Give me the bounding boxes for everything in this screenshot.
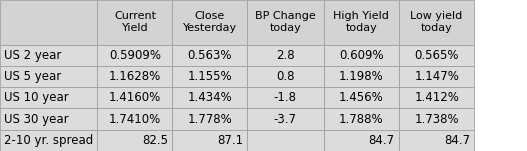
Text: 0.5909%: 0.5909% <box>109 49 161 62</box>
Text: US 10 year: US 10 year <box>4 91 69 104</box>
Bar <box>172 108 247 130</box>
Text: US 5 year: US 5 year <box>4 70 62 83</box>
Bar <box>172 45 247 66</box>
Bar <box>0 45 97 66</box>
Text: 1.1628%: 1.1628% <box>109 70 161 83</box>
Text: 82.5: 82.5 <box>142 134 168 147</box>
Text: High Yield
today: High Yield today <box>333 11 389 33</box>
Bar <box>324 87 399 108</box>
Text: 84.7: 84.7 <box>368 134 395 147</box>
Bar <box>0 130 97 151</box>
Text: 1.7410%: 1.7410% <box>109 112 161 126</box>
Bar <box>0 0 97 45</box>
Text: 0.563%: 0.563% <box>188 49 232 62</box>
Text: 1.198%: 1.198% <box>339 70 384 83</box>
Text: 1.738%: 1.738% <box>414 112 459 126</box>
Text: 1.788%: 1.788% <box>339 112 384 126</box>
Bar <box>324 130 399 151</box>
Text: 1.434%: 1.434% <box>188 91 232 104</box>
Bar <box>247 87 324 108</box>
Text: 87.1: 87.1 <box>217 134 243 147</box>
Text: 0.8: 0.8 <box>276 70 295 83</box>
Text: US 2 year: US 2 year <box>4 49 62 62</box>
Bar <box>0 108 97 130</box>
Bar <box>399 87 474 108</box>
Bar <box>399 66 474 87</box>
Bar <box>324 108 399 130</box>
Bar <box>172 130 247 151</box>
Bar <box>247 66 324 87</box>
Bar <box>97 108 172 130</box>
Bar <box>399 0 474 45</box>
Bar <box>324 0 399 45</box>
Bar <box>97 0 172 45</box>
Text: BP Change
today: BP Change today <box>255 11 316 33</box>
Bar <box>247 45 324 66</box>
Bar <box>247 0 324 45</box>
Bar <box>399 45 474 66</box>
Text: -3.7: -3.7 <box>274 112 297 126</box>
Text: 1.155%: 1.155% <box>188 70 232 83</box>
Text: 0.609%: 0.609% <box>339 49 384 62</box>
Text: 1.4160%: 1.4160% <box>109 91 161 104</box>
Text: Low yield
today: Low yield today <box>411 11 463 33</box>
Bar <box>0 87 97 108</box>
Text: 84.7: 84.7 <box>444 134 470 147</box>
Text: 2-10 yr. spread: 2-10 yr. spread <box>4 134 93 147</box>
Text: 1.456%: 1.456% <box>339 91 384 104</box>
Bar <box>0 66 97 87</box>
Bar <box>247 130 324 151</box>
Bar <box>172 87 247 108</box>
Bar <box>172 66 247 87</box>
Text: 0.565%: 0.565% <box>414 49 459 62</box>
Bar <box>97 45 172 66</box>
Text: 1.412%: 1.412% <box>414 91 459 104</box>
Text: 1.147%: 1.147% <box>414 70 459 83</box>
Text: Current
Yield: Current Yield <box>114 11 156 33</box>
Bar <box>172 0 247 45</box>
Bar <box>399 108 474 130</box>
Text: 1.778%: 1.778% <box>188 112 232 126</box>
Text: 2.8: 2.8 <box>276 49 295 62</box>
Bar <box>97 66 172 87</box>
Bar <box>97 87 172 108</box>
Bar <box>399 130 474 151</box>
Bar <box>324 45 399 66</box>
Text: -1.8: -1.8 <box>274 91 297 104</box>
Text: US 30 year: US 30 year <box>4 112 69 126</box>
Bar <box>97 130 172 151</box>
Bar <box>247 108 324 130</box>
Bar <box>324 66 399 87</box>
Text: Close
Yesterday: Close Yesterday <box>183 11 237 33</box>
